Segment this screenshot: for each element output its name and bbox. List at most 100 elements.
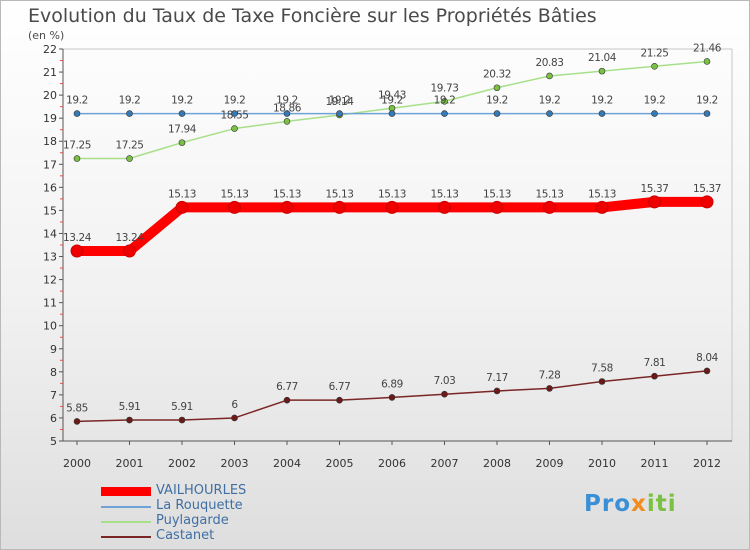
data-label-castanet: 6.77: [276, 381, 298, 393]
x-tick-label: 2010: [588, 457, 616, 470]
x-tick-label: 2006: [378, 457, 406, 470]
x-tick-label: 2005: [326, 457, 354, 470]
data-point-la-rouquette: [651, 110, 658, 117]
logo-text-pro: Pro: [584, 491, 632, 517]
data-label-castanet: 6.89: [381, 378, 403, 390]
legend-swatch-puylagarde: [101, 521, 151, 523]
data-point-vailhourles: [333, 200, 346, 214]
logo-text-x: x: [631, 491, 647, 517]
x-tick-label: 2009: [536, 457, 564, 470]
data-point-la-rouquette: [73, 110, 81, 117]
legend-swatch-la-rouquette: [101, 506, 151, 508]
data-point-la-rouquette: [231, 110, 238, 117]
y-tick-label: 10: [43, 320, 57, 333]
data-point-castanet: [126, 416, 133, 424]
data-label-puylagarde: 17.25: [63, 140, 91, 152]
data-label-la-rouquette: 19.2: [381, 95, 403, 107]
data-point-vailhourles: [700, 195, 714, 209]
y-tick-label: 7: [50, 389, 57, 402]
data-label-castanet: 7.58: [591, 363, 613, 375]
data-point-vailhourles: [123, 244, 136, 258]
data-label-puylagarde: 21.46: [693, 42, 722, 54]
x-tick-label: 2003: [221, 457, 249, 470]
data-point-la-rouquette: [493, 110, 501, 117]
data-point-vailhourles: [175, 200, 189, 214]
y-tick-label: 9: [50, 343, 57, 356]
data-label-puylagarde: 17.94: [168, 124, 197, 136]
data-label-puylagarde: 19.43: [378, 89, 406, 101]
data-label-vailhourles: 15.13: [483, 188, 511, 200]
data-label-vailhourles: 15.13: [378, 188, 406, 200]
x-tick-label: 2004: [273, 457, 301, 470]
data-label-la-rouquette: 19.2: [171, 95, 193, 107]
data-label-puylagarde: 19.14: [325, 96, 354, 108]
data-point-castanet: [178, 416, 186, 424]
data-point-puylagarde: [546, 72, 553, 80]
data-label-vailhourles: 15.13: [220, 188, 248, 200]
data-point-vailhourles: [490, 200, 504, 214]
data-label-vailhourles: 15.37: [693, 183, 721, 195]
data-label-la-rouquette: 19.2: [329, 95, 351, 107]
line-chart: 5 6 7 8 9 10 11 12 13 14 15 16 17 18 19 20 21 22 2000 2001 2…: [43, 42, 733, 470]
legend-swatch-vailhourles: [101, 487, 151, 496]
chart-title: Evolution du Taux de Taxe Foncière sur l…: [28, 5, 597, 27]
data-label-castanet: 5.85: [66, 402, 88, 414]
data-point-puylagarde: [178, 139, 186, 146]
y-tick-label: 8: [50, 366, 57, 379]
data-point-castanet: [703, 367, 711, 375]
x-tick-label: 2008: [483, 457, 511, 470]
data-point-puylagarde: [441, 98, 448, 105]
legend-label-la-rouquette: La Rouquette: [156, 498, 243, 513]
x-tick-label: 2011: [641, 457, 669, 470]
data-label-vailhourles: 15.13: [535, 188, 563, 200]
x-tick-label: 2000: [63, 457, 91, 470]
legend-label-vailhourles: VAILHOURLES: [156, 483, 247, 498]
data-point-castanet: [493, 387, 501, 395]
y-tick-label: 17: [43, 158, 57, 171]
y-tick-label: 16: [43, 181, 57, 194]
data-label-castanet: 7.03: [434, 375, 456, 387]
data-label-puylagarde: 18.86: [273, 102, 302, 114]
x-tick-label: 2002: [168, 457, 196, 470]
data-point-castanet: [598, 378, 606, 385]
proxiti-logo: Proxiti: [584, 491, 677, 517]
y-tick-label: 22: [43, 43, 57, 56]
data-label-vailhourles: 15.13: [430, 188, 458, 200]
data-label-la-rouquette: 19.2: [66, 95, 88, 107]
data-label-la-rouquette: 19.2: [486, 95, 508, 107]
y-tick-label: 13: [43, 251, 57, 264]
data-point-castanet: [388, 394, 396, 401]
legend-label-castanet: Castanet: [156, 528, 215, 543]
data-point-vailhourles: [543, 200, 556, 214]
data-point-castanet: [651, 372, 658, 380]
data-point-la-rouquette: [126, 110, 133, 117]
data-point-la-rouquette: [441, 110, 448, 117]
data-label-la-rouquette: 19.2: [119, 95, 141, 107]
data-label-la-rouquette: 19.2: [434, 95, 456, 107]
y-tick-label: 18: [43, 135, 57, 148]
data-point-la-rouquette: [336, 110, 343, 117]
x-tick-label: 2012: [693, 457, 721, 470]
data-label-vailhourles: 15.37: [640, 183, 668, 195]
data-label-la-rouquette: 19.2: [224, 95, 246, 107]
data-point-castanet: [441, 390, 448, 398]
data-label-la-rouquette: 19.2: [539, 95, 561, 107]
x-tick-label: 2007: [431, 457, 459, 470]
y-tick-label: 20: [43, 89, 57, 102]
data-label-vailhourles: 13.24: [115, 232, 144, 244]
data-point-castanet: [283, 396, 291, 404]
data-point-puylagarde: [283, 118, 291, 125]
data-label-vailhourles: 15.13: [588, 188, 616, 200]
data-label-puylagarde: 20.32: [483, 69, 511, 81]
data-point-la-rouquette: [283, 110, 291, 117]
y-tick-label: 21: [43, 66, 57, 79]
data-label-vailhourles: 13.24: [63, 232, 92, 244]
data-label-castanet: 6: [231, 399, 238, 411]
data-point-la-rouquette: [388, 110, 396, 117]
data-point-castanet: [231, 414, 238, 422]
data-label-puylagarde: 19.73: [430, 82, 458, 94]
data-point-la-rouquette: [598, 110, 606, 117]
data-point-vailhourles: [648, 195, 661, 209]
data-point-vailhourles: [70, 244, 84, 258]
